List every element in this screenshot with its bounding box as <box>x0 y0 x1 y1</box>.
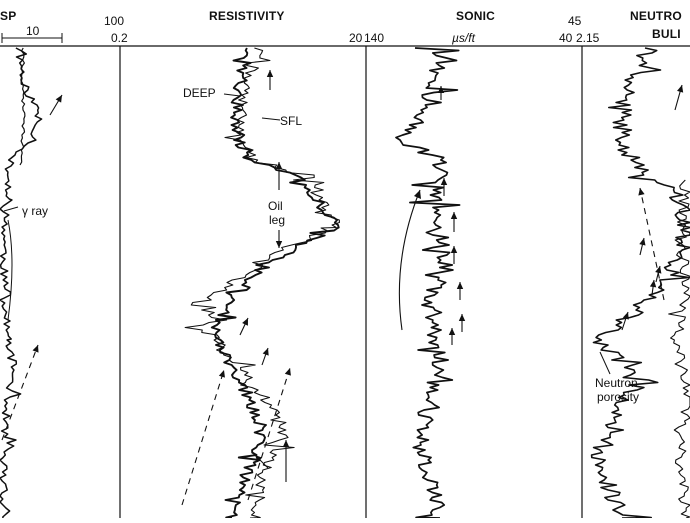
neutron-min-label: 2.15 <box>576 31 600 45</box>
resistivity-arrow-1-head <box>266 70 274 77</box>
gamma-ray-leader <box>3 206 19 212</box>
neutron-porosity-label-1: Neutron <box>595 376 638 390</box>
sfl-curve-label: SFL <box>280 114 303 128</box>
neutron-porosity-label-2: porosity <box>597 390 640 404</box>
gamma-ray-curve <box>0 47 43 519</box>
sonic-trend-curve-head <box>414 190 421 199</box>
oil-leg-bottom-arrow-head <box>275 241 283 248</box>
resistivity-arrow-3-head <box>262 348 269 356</box>
sp-track-title: SP <box>0 9 17 23</box>
sonic-track-title: SONIC <box>456 9 496 23</box>
neutron-arrow-5-head <box>677 85 684 93</box>
resistivity-arrow-4-head <box>282 440 290 447</box>
sonic-min-label: 140 <box>364 31 385 45</box>
sonic-arrow-7-head <box>448 328 456 335</box>
resistivity-dashed-arrow-1-head <box>218 370 225 378</box>
sonic-unit-label: µs/ft <box>452 31 475 45</box>
neutron-arrow-4-head <box>649 280 657 288</box>
oil-leg-label-1: Oil <box>268 199 283 213</box>
resistivity-min-label: 0.2 <box>111 31 128 45</box>
sonic-arrow-1-head <box>437 86 445 93</box>
resistivity-max-label: 20 <box>349 31 363 45</box>
sp-trend-arrow-head <box>55 95 62 103</box>
oil-leg-top-arrow-head <box>275 162 283 169</box>
deep-curve-label: DEEP <box>183 86 216 100</box>
neutron-arrow-1-head <box>622 312 629 320</box>
neutron-porosity-leader <box>599 351 611 375</box>
resistivity-dashed-arrow-2-head <box>284 368 291 376</box>
neutron-scale-left: 45 <box>568 14 582 28</box>
neutron-track-title: NEUTRO <box>630 9 682 23</box>
oil-leg-label-2: leg <box>269 213 286 227</box>
sp-dashed-arrow-head <box>32 345 39 353</box>
bulk-track-subtitle: BULI <box>652 27 681 41</box>
sonic-curve <box>395 47 461 519</box>
neutron-arrow-3-head <box>655 266 662 274</box>
sp-curve <box>19 47 26 166</box>
sp-trend-curve <box>7 219 13 321</box>
resistivity-arrow-2-head <box>242 318 248 326</box>
sonic-trend-curve <box>398 189 421 331</box>
sonic-arrow-3-head <box>450 212 458 219</box>
bulk-density-curve <box>668 179 690 519</box>
resistivity-deep-curve <box>210 47 340 519</box>
sonic-arrow-2-head <box>440 178 448 185</box>
sp-dashed-arrow <box>1 344 39 441</box>
sonic-arrow-6-head <box>458 314 466 321</box>
sp-scale-label: 10 <box>26 24 40 38</box>
sfl-leader <box>261 117 281 121</box>
neutron-arrow-2-head <box>639 238 646 246</box>
sonic-arrow-4-head <box>450 246 458 253</box>
neutron-porosity-curve <box>590 47 690 519</box>
sonic-arrow-5-head <box>456 282 464 289</box>
neutron-dashed-arrow <box>639 187 665 301</box>
resistivity-dashed-arrow-2 <box>247 367 291 501</box>
resistivity-dashed-arrow-1 <box>181 369 225 506</box>
resistivity-arrow-5-head <box>255 455 263 463</box>
deep-leader <box>223 93 241 97</box>
gamma-ray-annotation: γ ray <box>22 204 49 218</box>
resistivity-scale-left: 100 <box>104 14 125 28</box>
neutron-dashed-arrow-head <box>638 188 645 196</box>
sonic-max-label: 40 <box>559 31 573 45</box>
resistivity-track-title: RESISTIVITY <box>209 9 285 23</box>
resistivity-sfl-curve <box>184 47 340 519</box>
